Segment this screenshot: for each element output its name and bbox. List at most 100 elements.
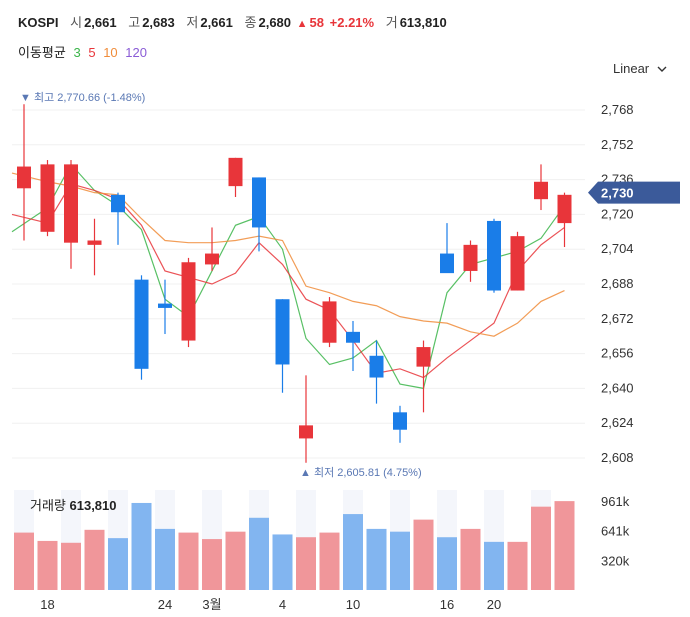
y-tick-label: 2,688 — [601, 276, 634, 291]
y-tick-label: 2,640 — [601, 380, 634, 395]
candle-body — [487, 220, 501, 291]
ma-3-label: 3 — [73, 45, 81, 60]
candle-body — [17, 166, 31, 189]
candle-body — [87, 240, 102, 245]
volume-bar — [225, 531, 246, 590]
candle-body — [299, 425, 313, 439]
volume-bar — [108, 538, 128, 590]
change-percent: +2.21% — [329, 15, 375, 30]
volume-panel: 961k 641k 320k 거래량 613,810 — [14, 490, 630, 590]
candle-body — [557, 194, 572, 224]
y-tick-label: 2,704 — [601, 241, 634, 256]
close-value: 2,680 — [258, 15, 292, 30]
close-label: 종 — [244, 15, 257, 30]
open-value: 2,661 — [84, 15, 117, 30]
index-name: KOSPI — [18, 15, 59, 30]
high-value: 2,683 — [142, 15, 175, 30]
x-tick-label: 3월 — [202, 597, 221, 612]
candle-body — [252, 177, 266, 228]
volume-title: 거래량 613,810 — [30, 498, 117, 513]
volume-bar — [390, 531, 410, 590]
volume-title-value: 613,810 — [70, 498, 117, 513]
candle-body — [205, 253, 219, 265]
scale-dropdown[interactable]: Linear — [613, 61, 667, 76]
volume-bar — [319, 532, 340, 590]
volume-value: 613,810 — [399, 15, 447, 30]
candle-body — [275, 299, 290, 365]
candle-body — [463, 244, 478, 271]
volume-bar — [155, 528, 175, 590]
chevron-down-icon — [657, 66, 667, 72]
volume-bar — [178, 532, 199, 590]
volume-bar — [366, 528, 387, 590]
low-annotation: ▲ 최저 2,605.81 (4.75%) — [300, 466, 422, 479]
volume-tick-label: 320k — [601, 553, 630, 568]
current-price-label: 2,730 — [601, 186, 634, 201]
volume-bar — [413, 519, 434, 590]
x-tick-label: 4 — [279, 597, 286, 612]
ma-10-label: 10 — [103, 45, 118, 60]
x-tick-label: 18 — [40, 597, 54, 612]
volume-label: 거 — [385, 15, 398, 30]
candle-body — [111, 194, 125, 213]
x-tick-label: 24 — [158, 597, 172, 612]
y-tick-label: 2,752 — [601, 137, 634, 152]
candles — [17, 104, 572, 463]
ma-10-line — [11, 172, 565, 337]
candle-body — [181, 262, 196, 341]
ma-5-label: 5 — [88, 45, 96, 60]
low-value: 2,661 — [200, 15, 233, 30]
price-header: KOSPI 시 2,661 고 2,683 저 2,661 종 2,680 ▲ 58 +2… — [18, 12, 449, 31]
y-tick-label: 2,720 — [601, 206, 634, 221]
low-label: 저 — [186, 15, 199, 30]
candle-body — [228, 157, 243, 187]
candle-body — [440, 253, 454, 274]
ma-120-label: 120 — [125, 45, 147, 60]
candle-body — [158, 303, 172, 308]
volume-tick-label: 961k — [601, 494, 630, 509]
y-tick-label: 2,672 — [601, 311, 634, 326]
volume-bar — [460, 528, 481, 590]
candle-body — [322, 301, 337, 343]
current-price-tag — [588, 181, 680, 204]
x-tick-label: 16 — [440, 597, 454, 612]
volume-bar — [272, 534, 293, 590]
candle-body — [346, 331, 360, 343]
x-tick-label: 20 — [487, 597, 501, 612]
high-annotation: ▼ 최고 2,770.66 (-1.48%) — [20, 91, 145, 104]
volume-bar — [61, 542, 81, 590]
volume-bar — [84, 529, 105, 590]
volume-bar — [14, 532, 34, 590]
candle-body — [369, 355, 384, 378]
volume-bar — [249, 517, 269, 590]
volume-bar — [507, 541, 528, 590]
volume-bar — [343, 514, 363, 590]
volume-bar — [296, 537, 316, 590]
y-tick-label: 2,768 — [601, 102, 634, 117]
candle-body — [510, 236, 525, 291]
change-arrow-icon: ▲ — [296, 18, 308, 30]
high-label: 고 — [128, 15, 141, 30]
candle-body — [134, 279, 149, 369]
annotations: ▼ 최고 2,770.66 (-1.48%) ▲ 최저 2,605.81 (4.7… — [20, 91, 680, 479]
y-tick-label: 2,656 — [601, 346, 634, 361]
volume-bar — [554, 501, 575, 590]
x-tick-label: 10 — [346, 597, 360, 612]
open-label: 시 — [70, 15, 83, 30]
y-tick-label: 2,624 — [601, 415, 634, 430]
volume-bar — [37, 540, 58, 590]
candle-body — [64, 164, 78, 243]
volume-bar — [484, 541, 504, 590]
moving-average-legend[interactable]: 이동평균 3 5 10 120 — [18, 42, 147, 61]
change-value: 58 — [309, 15, 325, 30]
candle-body — [40, 164, 55, 232]
candle-body — [393, 412, 407, 430]
volume-bar — [131, 502, 152, 590]
scale-label: Linear — [613, 61, 650, 76]
candle-body — [416, 347, 431, 367]
volume-bar — [437, 537, 457, 590]
volume-tick-label: 641k — [601, 524, 630, 539]
candle-body — [534, 181, 548, 200]
axes: 2,7682,7522,7362,7202,7042,6882,6722,656… — [40, 102, 633, 612]
